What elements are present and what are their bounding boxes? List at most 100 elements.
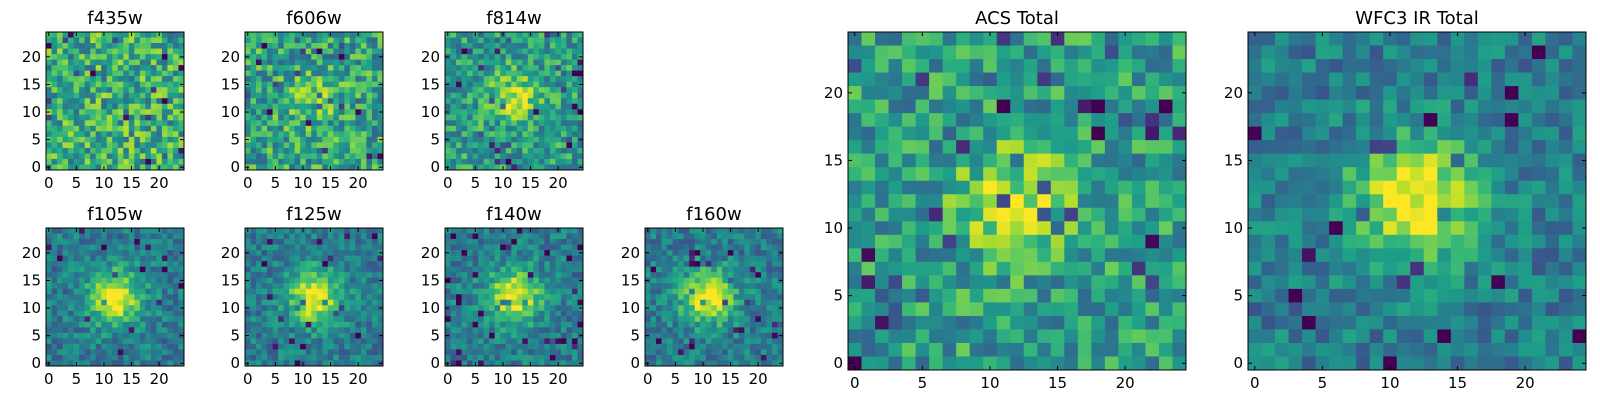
heatmap-cell (355, 114, 362, 121)
heatmap-cell (1050, 32, 1065, 46)
heatmap-cell (1037, 72, 1052, 87)
heatmap-image (245, 228, 384, 367)
heatmap-cell (511, 70, 518, 77)
heatmap-cell (888, 113, 903, 128)
x-tick-label: 20 (549, 370, 568, 388)
heatmap-cell (150, 131, 157, 138)
heatmap-cell (555, 354, 562, 361)
heatmap-cell (327, 153, 334, 160)
heatmap-cell (95, 81, 102, 88)
heatmap-cell (461, 283, 468, 290)
heatmap-cell (645, 310, 651, 317)
heatmap-cell (278, 244, 285, 251)
heatmap-cell (178, 48, 185, 55)
heatmap-cell (527, 103, 534, 110)
heatmap-cell (483, 158, 490, 165)
heatmap-cell (161, 321, 168, 328)
heatmap-cell (134, 321, 141, 328)
heatmap-cell (377, 70, 384, 77)
heatmap-cell (261, 92, 268, 99)
heatmap-cell (272, 136, 279, 143)
heatmap-cell (533, 244, 540, 251)
heatmap-cell (472, 338, 479, 345)
heatmap-cell (771, 321, 778, 328)
heatmap-cell (902, 194, 916, 209)
heatmap-cell (733, 349, 740, 356)
heatmap-cell (1050, 86, 1065, 100)
heatmap-cell (516, 316, 523, 323)
heatmap-cell (450, 76, 457, 83)
heatmap-cell (500, 294, 507, 301)
heatmap-cell (650, 316, 657, 323)
heatmap-cell (902, 59, 916, 73)
heatmap-cell (549, 299, 556, 306)
heatmap-cell (261, 76, 268, 83)
heatmap-cell (79, 37, 86, 44)
heatmap-cell (327, 142, 334, 149)
heatmap-cell (128, 48, 135, 55)
heatmap-cell (123, 32, 130, 38)
heatmap-cell (90, 87, 97, 94)
heatmap-cell (272, 343, 279, 350)
heatmap-cell (516, 92, 523, 99)
heatmap-cell (571, 239, 578, 245)
heatmap-cell (1158, 72, 1173, 87)
heatmap-cell (112, 59, 119, 66)
heatmap-cell (483, 283, 490, 290)
heatmap-cell (445, 272, 451, 279)
heatmap-cell (749, 332, 756, 339)
heatmap-cell (349, 76, 356, 83)
heatmap-cell (172, 98, 179, 105)
heatmap-cell (145, 37, 152, 44)
heatmap-cell (172, 255, 179, 262)
heatmap-cell (494, 233, 501, 240)
heatmap-cell (516, 288, 523, 295)
heatmap-cell (494, 343, 501, 350)
heatmap-cell (533, 343, 540, 350)
heatmap-cell (68, 299, 74, 306)
heatmap-cell (511, 316, 518, 323)
heatmap-cell (322, 142, 329, 149)
heatmap-cell (1158, 153, 1173, 168)
heatmap-cell (311, 43, 318, 49)
heatmap-cell (516, 43, 523, 49)
heatmap-cell (527, 109, 534, 116)
heatmap-cell (777, 288, 784, 295)
heatmap-cell (571, 98, 578, 105)
heatmap-cell (571, 250, 578, 256)
heatmap-cell (549, 233, 556, 240)
heatmap-cell (505, 158, 512, 165)
heatmap-cell (538, 343, 545, 350)
heatmap-cell (1023, 99, 1038, 114)
heatmap-cell (167, 327, 174, 334)
heatmap-cell (68, 32, 74, 38)
heatmap-cell (766, 310, 773, 317)
heatmap-cell (106, 147, 113, 154)
heatmap-cell (672, 266, 679, 273)
heatmap-cell (771, 299, 778, 306)
heatmap-cell (73, 147, 80, 154)
heatmap-cell (461, 158, 468, 165)
heatmap-cell (566, 136, 573, 143)
heatmap-cell (112, 92, 119, 99)
heatmap-cell (902, 207, 916, 222)
heatmap-cell (1023, 126, 1038, 141)
heatmap-cell (283, 288, 290, 295)
heatmap-image (848, 32, 1187, 371)
heatmap-cell (478, 48, 485, 55)
heatmap-cell (161, 43, 168, 49)
heatmap-cell (355, 48, 362, 55)
heatmap-cell (694, 338, 701, 345)
heatmap-cell (112, 233, 119, 240)
heatmap-cell (478, 250, 485, 256)
heatmap-cell (256, 131, 262, 138)
heatmap-cell (84, 349, 91, 356)
heatmap-cell (139, 332, 146, 339)
heatmap-cell (68, 43, 74, 49)
heatmap-cell (322, 305, 329, 312)
heatmap-cell (571, 142, 578, 149)
heatmap-cell (969, 153, 984, 168)
heatmap-cell (145, 103, 152, 110)
heatmap-cell (494, 32, 501, 38)
